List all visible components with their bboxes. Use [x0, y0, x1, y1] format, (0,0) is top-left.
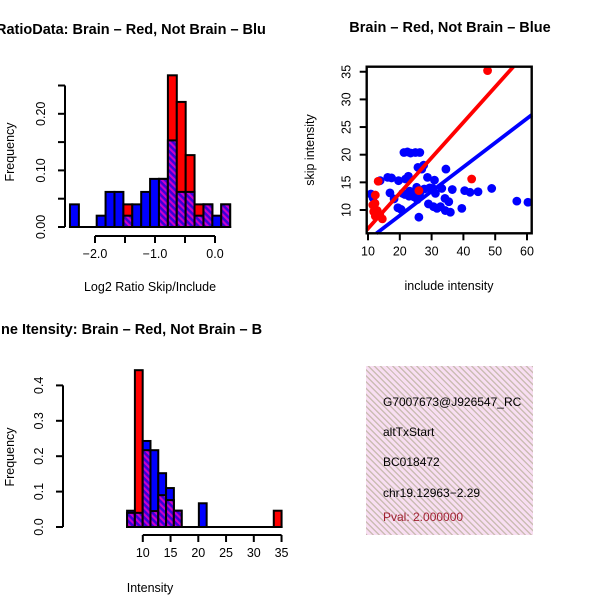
svg-text:10: 10 [136, 546, 150, 560]
svg-text:10: 10 [340, 203, 354, 217]
svg-text:Log2 Ratio Skip/Include: Log2 Ratio Skip/Include [84, 280, 216, 294]
info-box: G7007673@J926547_RC altTxStart BC018472 … [366, 366, 533, 535]
svg-text:35: 35 [340, 65, 354, 79]
svg-text:Frequency: Frequency [3, 427, 17, 487]
gene-intensity-histogram-panel: 0.0 0.1 0.2 0.3 0.4 10 15 20 25 30 35 Intensity Freq… [3, 369, 289, 595]
svg-text:10: 10 [361, 244, 375, 258]
svg-text:0.4: 0.4 [32, 377, 46, 394]
svg-text:Frequency: Frequency [3, 122, 17, 182]
svg-text:skip intensity: skip intensity [303, 113, 317, 185]
svg-text:25: 25 [340, 120, 354, 134]
svg-text:0.0: 0.0 [206, 247, 223, 261]
svg-text:35: 35 [275, 546, 289, 560]
svg-text:Intensity: Intensity [127, 581, 174, 595]
svg-text:0.3: 0.3 [32, 412, 46, 429]
info-pval: Pval: 2.000000 [383, 510, 464, 524]
svg-text:50: 50 [488, 244, 502, 258]
svg-text:40: 40 [456, 244, 470, 258]
svg-text:0.20: 0.20 [34, 102, 48, 126]
svg-text:60: 60 [520, 244, 534, 258]
svg-text:0.10: 0.10 [34, 158, 48, 182]
scatter-title: Brain – Red, Not Brain – Blue [349, 20, 551, 36]
svg-text:30: 30 [425, 244, 439, 258]
svg-text:15: 15 [164, 546, 178, 560]
svg-text:−2.0: −2.0 [83, 247, 108, 261]
svg-text:0.2: 0.2 [32, 447, 46, 464]
svg-text:include intensity: include intensity [405, 279, 495, 293]
info-locus: chr19.12963−2.29 [383, 486, 481, 500]
intensity-scatter-panel: 10 20 30 40 50 60 10 15 20 25 30 35 include intensit… [303, 65, 534, 293]
svg-text:15: 15 [340, 175, 354, 189]
svg-text:30: 30 [247, 546, 261, 560]
info-event-type: altTxStart [383, 425, 435, 439]
info-accession: BC018472 [383, 455, 440, 469]
svg-text:−1.0: −1.0 [143, 247, 168, 261]
info-probe-id: G7007673@J926547_RC [383, 395, 522, 409]
gene-intensity-histogram-title: ne Itensity: Brain – Red, Not Brain – B [1, 322, 263, 338]
ratio-histogram-title: RatioData: Brain – Red, Not Brain – Blu [0, 22, 266, 38]
svg-text:20: 20 [340, 148, 354, 162]
svg-text:20: 20 [393, 244, 407, 258]
svg-text:25: 25 [219, 546, 233, 560]
svg-text:0.0: 0.0 [32, 518, 46, 535]
ratio-histogram-panel: 0.00 0.10 0.20 −2.0 −1.0 0.0 Log2 Ratio Skip/I… [3, 74, 232, 294]
svg-text:20: 20 [191, 546, 205, 560]
svg-text:0.1: 0.1 [32, 483, 46, 500]
svg-text:30: 30 [340, 92, 354, 106]
svg-text:0.00: 0.00 [34, 215, 48, 239]
